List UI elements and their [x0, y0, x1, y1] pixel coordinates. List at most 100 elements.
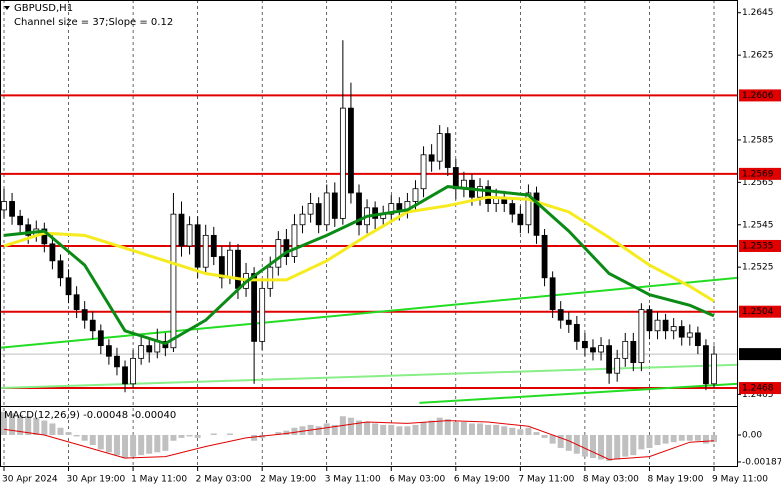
candle-body [227, 249, 233, 279]
macd-bar [162, 434, 169, 451]
candle-body [356, 192, 362, 226]
candle-body [146, 345, 153, 353]
candle-body [235, 249, 241, 289]
candle-body [412, 188, 419, 202]
macd-bar [412, 424, 419, 435]
candle-body [307, 203, 314, 215]
candle-body [477, 186, 483, 198]
macd-bar [598, 434, 605, 460]
candle-body [194, 224, 201, 268]
y-tick-label: 1.2525 [742, 263, 774, 273]
candle-body [573, 324, 580, 342]
macd-bar [468, 423, 475, 435]
macd-bar [315, 426, 322, 435]
x-tick-label: 30 Apr 2024 [2, 475, 58, 485]
candle-body [533, 192, 540, 236]
candle-body [1, 201, 7, 211]
macd-bar [654, 434, 661, 446]
candle-body [396, 203, 403, 211]
macd-bar [533, 432, 540, 435]
x-tick-label: 3 May 11:00 [325, 475, 381, 485]
macd-bar [9, 413, 16, 435]
moving-average [3, 195, 715, 303]
level-label-box [739, 239, 781, 252]
candle-body [25, 224, 32, 236]
candle-body [517, 213, 524, 226]
candle-body [315, 203, 322, 226]
candle-body [210, 234, 217, 257]
macd-bar [57, 427, 64, 435]
macd-bar [606, 434, 613, 461]
candle-body [130, 357, 136, 385]
candle-body [654, 319, 661, 332]
candle-body [638, 309, 645, 363]
candle-body [711, 353, 717, 385]
macd-bar [565, 434, 572, 451]
candle-body [81, 309, 88, 321]
candle-body [218, 256, 225, 279]
candle-body [57, 260, 64, 279]
candle-body [436, 133, 443, 162]
macd-bar [251, 434, 258, 441]
macd-bar [356, 420, 362, 435]
macd-bar [105, 434, 112, 453]
y-tick-label: 1.2565 [742, 178, 774, 188]
macd-bar [17, 414, 24, 435]
level-label: 1.2569 [742, 169, 774, 179]
x-tick-label: 1 May 11:00 [131, 475, 187, 485]
level-label: 1.2468 [742, 384, 774, 394]
level-label-box [739, 382, 781, 395]
macd-bar [33, 417, 40, 435]
menu-arrow [4, 6, 10, 10]
macd-bar [170, 434, 177, 441]
candle-body [138, 345, 145, 359]
x-tick-label: 30 Apr 19:00 [67, 475, 126, 485]
macd-bar [41, 420, 48, 435]
macd-bar [646, 434, 653, 448]
macd-bar [396, 426, 403, 435]
level-label-box [739, 305, 781, 318]
macd-bar [485, 424, 492, 435]
macd-bar [291, 427, 298, 435]
y-tick-label: 1.2545 [742, 220, 774, 230]
macd-bar [549, 434, 556, 444]
candle-body [372, 207, 379, 219]
candle-body [186, 224, 193, 247]
candle-body [41, 228, 48, 245]
level-label: 1.2504 [742, 307, 774, 317]
x-tick-label: 7 May 11:00 [518, 475, 574, 485]
macd-bar [194, 434, 201, 438]
macd-bar [97, 434, 104, 450]
macd-bar [557, 434, 564, 448]
candle-body [606, 345, 613, 374]
macd-bar [614, 434, 621, 460]
chart-title: GBPUSD,H1 [14, 3, 73, 14]
macd-bar [388, 424, 395, 435]
candle-body [9, 201, 15, 217]
candle-body [388, 203, 395, 215]
candle-body [202, 234, 209, 268]
level-label: 1.2535 [742, 241, 774, 251]
candle-body [170, 213, 177, 349]
candle-body [444, 133, 451, 168]
y-tick-label: 1.2465 [742, 390, 774, 400]
macd-bar [702, 434, 709, 444]
candle-body [565, 319, 572, 325]
macd-bar [420, 422, 427, 435]
level-label-box [739, 89, 781, 102]
macd-bar [589, 434, 596, 459]
macd-bar [73, 434, 80, 437]
candle-body [348, 107, 354, 194]
level-label: 1.2606 [742, 91, 774, 101]
macd-bar [178, 434, 185, 438]
candle-body [662, 319, 669, 332]
candle-body [598, 345, 604, 353]
candle-body [428, 154, 435, 162]
current-price-label: 1.2484 [742, 350, 774, 360]
trend-line [419, 382, 739, 404]
candle-body [122, 366, 128, 385]
macd-bar [113, 434, 120, 456]
candle-body [541, 234, 548, 279]
